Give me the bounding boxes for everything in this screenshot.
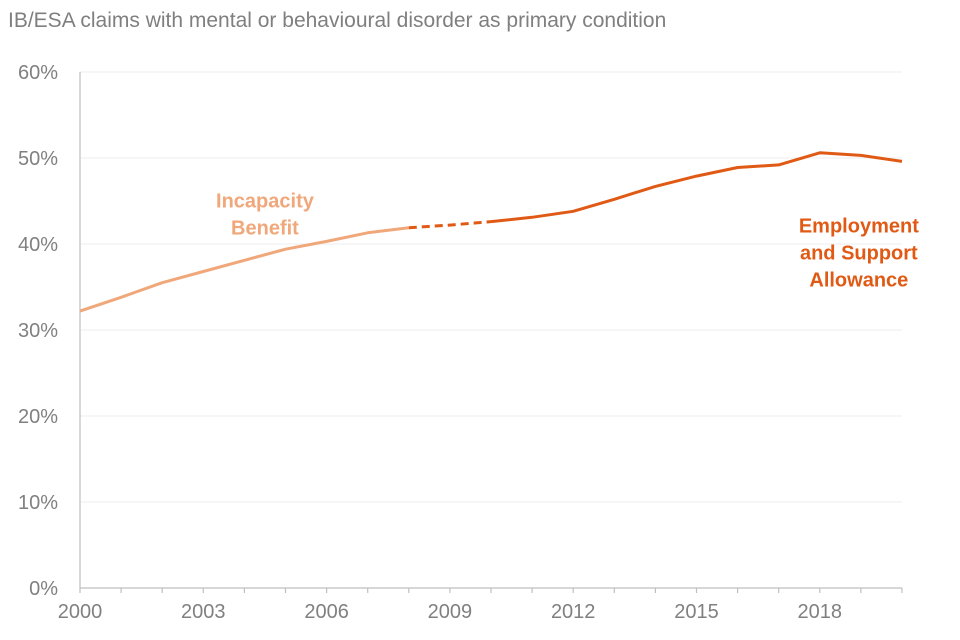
series-label-incapacity-benefit: Incapacity — [216, 190, 315, 212]
x-tick-label: 2012 — [551, 601, 596, 623]
y-tick-label: 60% — [18, 62, 58, 84]
y-tick-label: 40% — [18, 234, 58, 256]
axes: 0% 10% 20% 30% 40% 50% 60% 2000 2003 2006 2009 2012… — [18, 62, 903, 623]
gridlines — [80, 71, 902, 503]
series-line-esa — [490, 151, 903, 224]
series-label-esa: Employment — [799, 216, 919, 238]
series-label-esa: and Support — [800, 243, 918, 265]
x-tick-label: 2018 — [798, 601, 843, 623]
series-lines — [79, 151, 903, 313]
y-tick-label: 50% — [18, 148, 58, 170]
x-tick-label: 2000 — [58, 601, 103, 623]
series-label-esa: Allowance — [809, 270, 908, 292]
series-labels: Incapacity Benefit Employment and Support Al… — [216, 190, 919, 291]
series-line-incapacity-benefit — [79, 226, 409, 313]
y-tick-label: 20% — [18, 406, 58, 428]
y-tick-label: 10% — [18, 492, 58, 514]
series-line-transition-dashed — [408, 220, 492, 230]
y-tick-label: 30% — [18, 320, 58, 342]
chart-title: IB/ESA claims with mental or behavioural… — [8, 9, 666, 32]
y-tick-label: 0% — [29, 578, 58, 600]
x-tick-label: 2009 — [428, 601, 473, 623]
series-label-incapacity-benefit: Benefit — [231, 217, 299, 239]
x-tick-label: 2003 — [181, 601, 226, 623]
x-tick-label: 2015 — [674, 601, 719, 623]
x-tick-label: 2006 — [304, 601, 349, 623]
